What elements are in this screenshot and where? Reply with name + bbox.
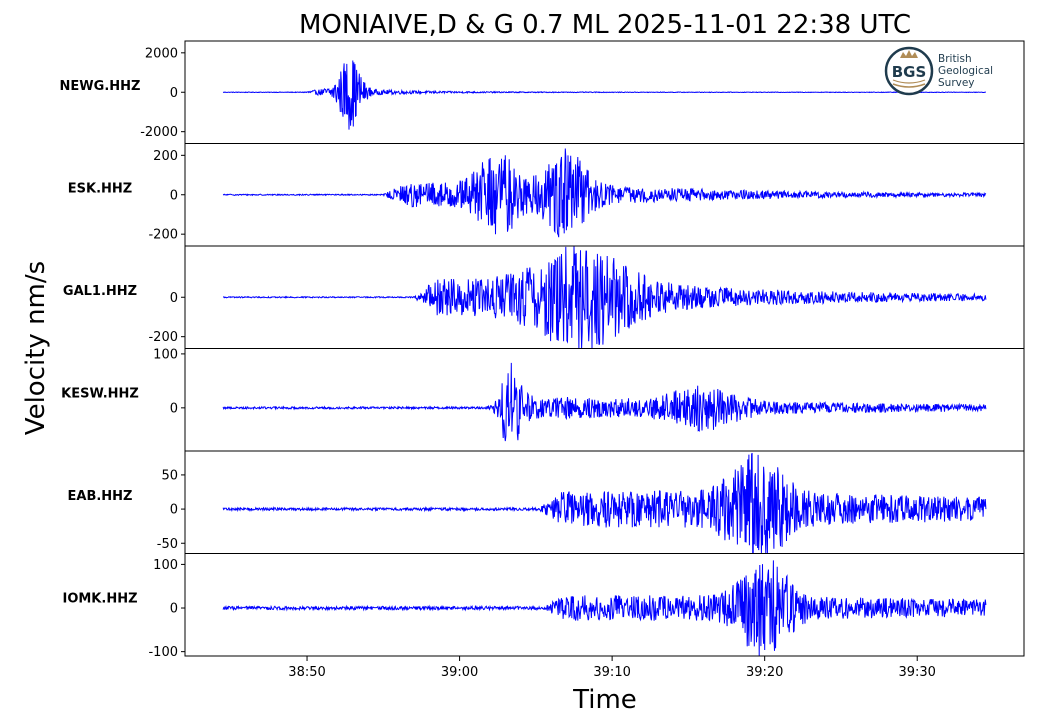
y-tick-label: -2000 (140, 125, 178, 140)
y-tick-label: 0 (170, 291, 178, 306)
y-tick-label: 0 (170, 602, 178, 617)
station-label: NEWG.HHZ (60, 79, 141, 94)
y-tick-label: -100 (148, 645, 178, 660)
y-tick-label: 0 (170, 188, 178, 203)
x-axis-label: Time (572, 685, 637, 715)
panel-frame (184, 348, 1025, 452)
bgs-logo-line-3: Survey (938, 77, 975, 89)
bgs-monogram: BGS (892, 63, 927, 81)
y-tick-label: -200 (148, 330, 178, 345)
panel-frame (184, 553, 1025, 657)
trace-panels: 20000-2000NEWG.HHZ2000-200ESK.HHZ0-200GA… (60, 40, 1025, 660)
x-tick-label: 39:30 (898, 665, 935, 680)
trace-panel: 200 0 -200 ESK.HHZ (68, 143, 1025, 247)
station-label: ESK.HHZ (68, 182, 132, 197)
y-axis-label: Velocity nm/s (21, 261, 51, 435)
waveform-trace (223, 245, 987, 349)
y-tick-label: 100 (153, 347, 178, 362)
station-label: GAL1.HHZ (63, 284, 137, 299)
chart-title: MONIAIVE,D & G 0.7 ML 2025-11-01 22:38 U… (299, 10, 911, 40)
bgs-logo-line-1: British (938, 53, 972, 65)
y-tick-label: 0 (170, 503, 178, 518)
y-tick-label: -200 (148, 228, 178, 243)
station-label: KESW.HHZ (61, 387, 139, 402)
station-label: EAB.HHZ (68, 489, 133, 504)
trace-panel: 50 0 -50 EAB.HHZ (68, 450, 1025, 554)
x-tick-label: 39:10 (593, 665, 630, 680)
waveform-trace (222, 452, 987, 554)
y-tick-label: 0 (170, 86, 178, 101)
y-tick-label: 50 (161, 468, 178, 483)
y-tick-label: 100 (153, 558, 178, 573)
bgs-crest-logo-icon (884, 46, 934, 96)
station-label: IOMK.HHZ (62, 592, 137, 607)
trace-panel: 2000 0 -2000 NEWG.HHZ (60, 40, 1025, 144)
y-tick-label: -50 (157, 537, 178, 552)
trace-panel: 100 0 -100 IOMK.HHZ (62, 553, 1025, 660)
waveform-trace (222, 148, 987, 238)
waveform-trace (222, 60, 986, 130)
bgs-logo-line-2: Geological (938, 65, 993, 77)
trace-panel: 0 -200 GAL1.HHZ (63, 245, 1025, 349)
y-tick-label: 200 (153, 149, 178, 164)
bgs-logo: BGS British Geological Survey (884, 46, 993, 96)
trace-panel: 100 0 KESW.HHZ (61, 347, 1025, 452)
x-axis-ticks: 38:50 39:00 39:10 39:20 39:30 (288, 656, 936, 680)
y-tick-label: 0 (170, 401, 178, 416)
waveform-trace (222, 362, 987, 442)
y-tick-label: 2000 (145, 46, 178, 61)
x-tick-label: 39:20 (746, 665, 783, 680)
x-tick-label: 38:50 (288, 665, 325, 680)
x-tick-label: 39:00 (441, 665, 478, 680)
waveform-trace (222, 560, 987, 657)
